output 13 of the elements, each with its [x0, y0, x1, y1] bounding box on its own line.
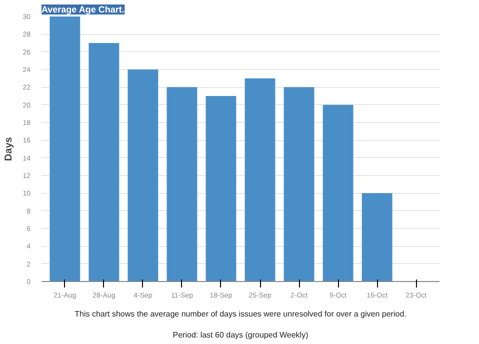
bar	[128, 70, 158, 282]
bar	[166, 87, 198, 282]
chart-title: Average Age Chart.	[42, 4, 124, 14]
text: Period: last 60 days (grouped Weekly)	[172, 330, 309, 340]
text: This chart shows the average number of days issues were unresolved for over a given period.	[74, 310, 406, 318]
bar	[322, 104, 354, 282]
y-axis-title: Days	[4, 136, 15, 161]
bar	[88, 43, 120, 282]
bar	[362, 193, 392, 282]
bar	[50, 16, 80, 282]
bar	[206, 96, 236, 282]
bar	[284, 87, 314, 282]
bar	[244, 78, 276, 282]
